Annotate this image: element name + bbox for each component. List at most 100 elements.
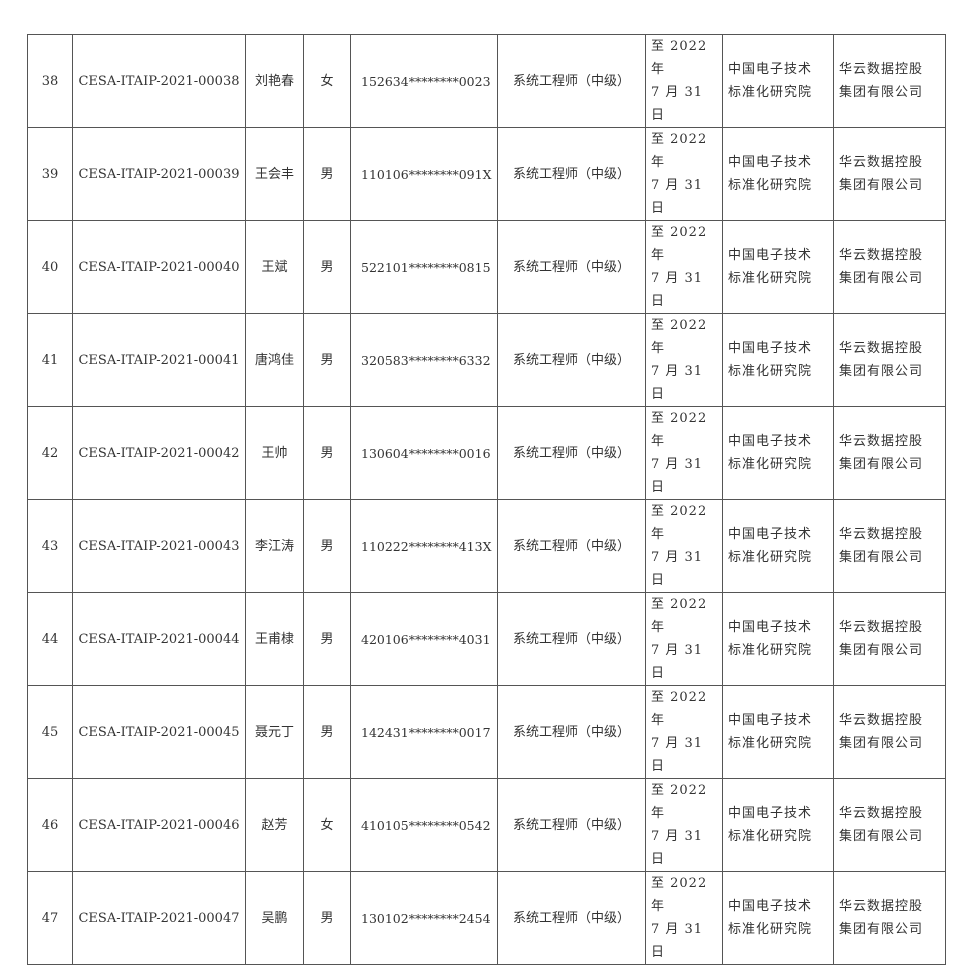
company-line: 集团有限公司 [839, 178, 924, 193]
gender: 男 [303, 406, 351, 500]
person-name: 唐鸿佳 [245, 313, 304, 407]
validity-line: 至 2022 年 [651, 39, 708, 77]
issuing-org-line: 中国电子技术 [728, 248, 813, 263]
validity: 至 2022 年 7 月 31 日 [645, 871, 723, 965]
job-title: 系统工程师（中级） [497, 778, 646, 872]
certificate-number: CESA-ITAIP-2021-00040 [72, 220, 246, 314]
id-number: 142431********0017 [350, 685, 498, 779]
gender: 女 [303, 34, 351, 128]
id-number: 110106********091X [350, 127, 498, 221]
company-line: 华云数据控股 [839, 155, 924, 170]
person-name: 王甫棣 [245, 592, 304, 686]
table-row: 44 CESA-ITAIP-2021-00044 王甫棣男 420106*******… [27, 592, 946, 686]
table-row: 41 CESA-ITAIP-2021-00041 唐鸿佳男 320583*******… [27, 313, 946, 407]
validity-line: 7 月 31 日 [651, 178, 704, 216]
company-line: 集团有限公司 [839, 550, 924, 565]
issuing-org-line: 标准化研究院 [728, 271, 813, 286]
issuing-org: 中国电子技术 标准化研究院 [722, 220, 834, 314]
job-title: 系统工程师（中级） [497, 34, 646, 128]
certificate-number: CESA-ITAIP-2021-00044 [72, 592, 246, 686]
validity-line: 至 2022 年 [651, 690, 708, 728]
job-title: 系统工程师（中级） [497, 127, 646, 221]
person-name: 吴鹏 [245, 871, 304, 965]
company-line: 集团有限公司 [839, 736, 924, 751]
company: 华云数据控股 集团有限公司 [833, 871, 946, 965]
table-row: 46 CESA-ITAIP-2021-00046 赵芳女 410105********… [27, 778, 946, 872]
gender: 男 [303, 685, 351, 779]
company-line: 华云数据控股 [839, 620, 924, 635]
company: 华云数据控股 集团有限公司 [833, 34, 946, 128]
job-title: 系统工程师（中级） [497, 220, 646, 314]
validity-line: 7 月 31 日 [651, 736, 704, 774]
issuing-org-line: 中国电子技术 [728, 155, 813, 170]
row-number: 39 [27, 127, 73, 221]
row-number: 38 [27, 34, 73, 128]
certificate-number: CESA-ITAIP-2021-00042 [72, 406, 246, 500]
id-number: 522101********0815 [350, 220, 498, 314]
person-name: 聂元丁 [245, 685, 304, 779]
issuing-org: 中国电子技术 标准化研究院 [722, 34, 834, 128]
certificate-table: 38 CESA-ITAIP-2021-00038 刘艳春女 152634*******… [27, 34, 946, 965]
id-number: 410105********0542 [350, 778, 498, 872]
person-name: 赵芳 [245, 778, 304, 872]
row-number: 41 [27, 313, 73, 407]
job-title: 系统工程师（中级） [497, 313, 646, 407]
company: 华云数据控股 集团有限公司 [833, 685, 946, 779]
validity-line: 7 月 31 日 [651, 457, 704, 495]
issuing-org: 中国电子技术 标准化研究院 [722, 871, 834, 965]
company: 华云数据控股 集团有限公司 [833, 499, 946, 593]
validity: 至 2022 年 7 月 31 日 [645, 127, 723, 221]
company-line: 华云数据控股 [839, 527, 924, 542]
validity-line: 7 月 31 日 [651, 85, 704, 123]
issuing-org: 中国电子技术 标准化研究院 [722, 778, 834, 872]
row-number: 45 [27, 685, 73, 779]
person-name: 王帅 [245, 406, 304, 500]
validity: 至 2022 年 7 月 31 日 [645, 34, 723, 128]
issuing-org-line: 中国电子技术 [728, 62, 813, 77]
issuing-org-line: 中国电子技术 [728, 527, 813, 542]
validity: 至 2022 年 7 月 31 日 [645, 313, 723, 407]
issuing-org-line: 中国电子技术 [728, 620, 813, 635]
job-title: 系统工程师（中级） [497, 499, 646, 593]
company-line: 华云数据控股 [839, 899, 924, 914]
certificate-number: CESA-ITAIP-2021-00038 [72, 34, 246, 128]
issuing-org-line: 标准化研究院 [728, 85, 813, 100]
certificate-number: CESA-ITAIP-2021-00041 [72, 313, 246, 407]
row-number: 40 [27, 220, 73, 314]
certificate-number: CESA-ITAIP-2021-00045 [72, 685, 246, 779]
validity-line: 至 2022 年 [651, 132, 708, 170]
gender: 男 [303, 127, 351, 221]
issuing-org: 中国电子技术 标准化研究院 [722, 313, 834, 407]
issuing-org: 中国电子技术 标准化研究院 [722, 406, 834, 500]
company-line: 华云数据控股 [839, 248, 924, 263]
company-line: 集团有限公司 [839, 457, 924, 472]
person-name: 刘艳春 [245, 34, 304, 128]
issuing-org-line: 标准化研究院 [728, 736, 813, 751]
company-line: 华云数据控股 [839, 713, 924, 728]
issuing-org-line: 标准化研究院 [728, 178, 813, 193]
company: 华云数据控股 集团有限公司 [833, 220, 946, 314]
validity-line: 7 月 31 日 [651, 271, 704, 309]
row-number: 42 [27, 406, 73, 500]
job-title: 系统工程师（中级） [497, 406, 646, 500]
issuing-org-line: 中国电子技术 [728, 713, 813, 728]
table-row: 45 CESA-ITAIP-2021-00045 聂元丁男 142431*******… [27, 685, 946, 779]
row-number: 46 [27, 778, 73, 872]
validity-line: 7 月 31 日 [651, 550, 704, 588]
issuing-org-line: 中国电子技术 [728, 341, 813, 356]
issuing-org-line: 中国电子技术 [728, 899, 813, 914]
certificate-number: CESA-ITAIP-2021-00046 [72, 778, 246, 872]
id-number: 130604********0016 [350, 406, 498, 500]
table-row: 47 CESA-ITAIP-2021-00047 吴鹏男 130102********… [27, 871, 946, 965]
company-line: 集团有限公司 [839, 829, 924, 844]
job-title: 系统工程师（中级） [497, 592, 646, 686]
company-line: 集团有限公司 [839, 364, 924, 379]
company: 华云数据控股 集团有限公司 [833, 406, 946, 500]
company-line: 华云数据控股 [839, 434, 924, 449]
issuing-org-line: 中国电子技术 [728, 434, 813, 449]
issuing-org: 中国电子技术 标准化研究院 [722, 592, 834, 686]
certificate-number: CESA-ITAIP-2021-00047 [72, 871, 246, 965]
company-line: 华云数据控股 [839, 62, 924, 77]
gender: 男 [303, 871, 351, 965]
table-row: 43 CESA-ITAIP-2021-00043 李江涛男 110222*******… [27, 499, 946, 593]
